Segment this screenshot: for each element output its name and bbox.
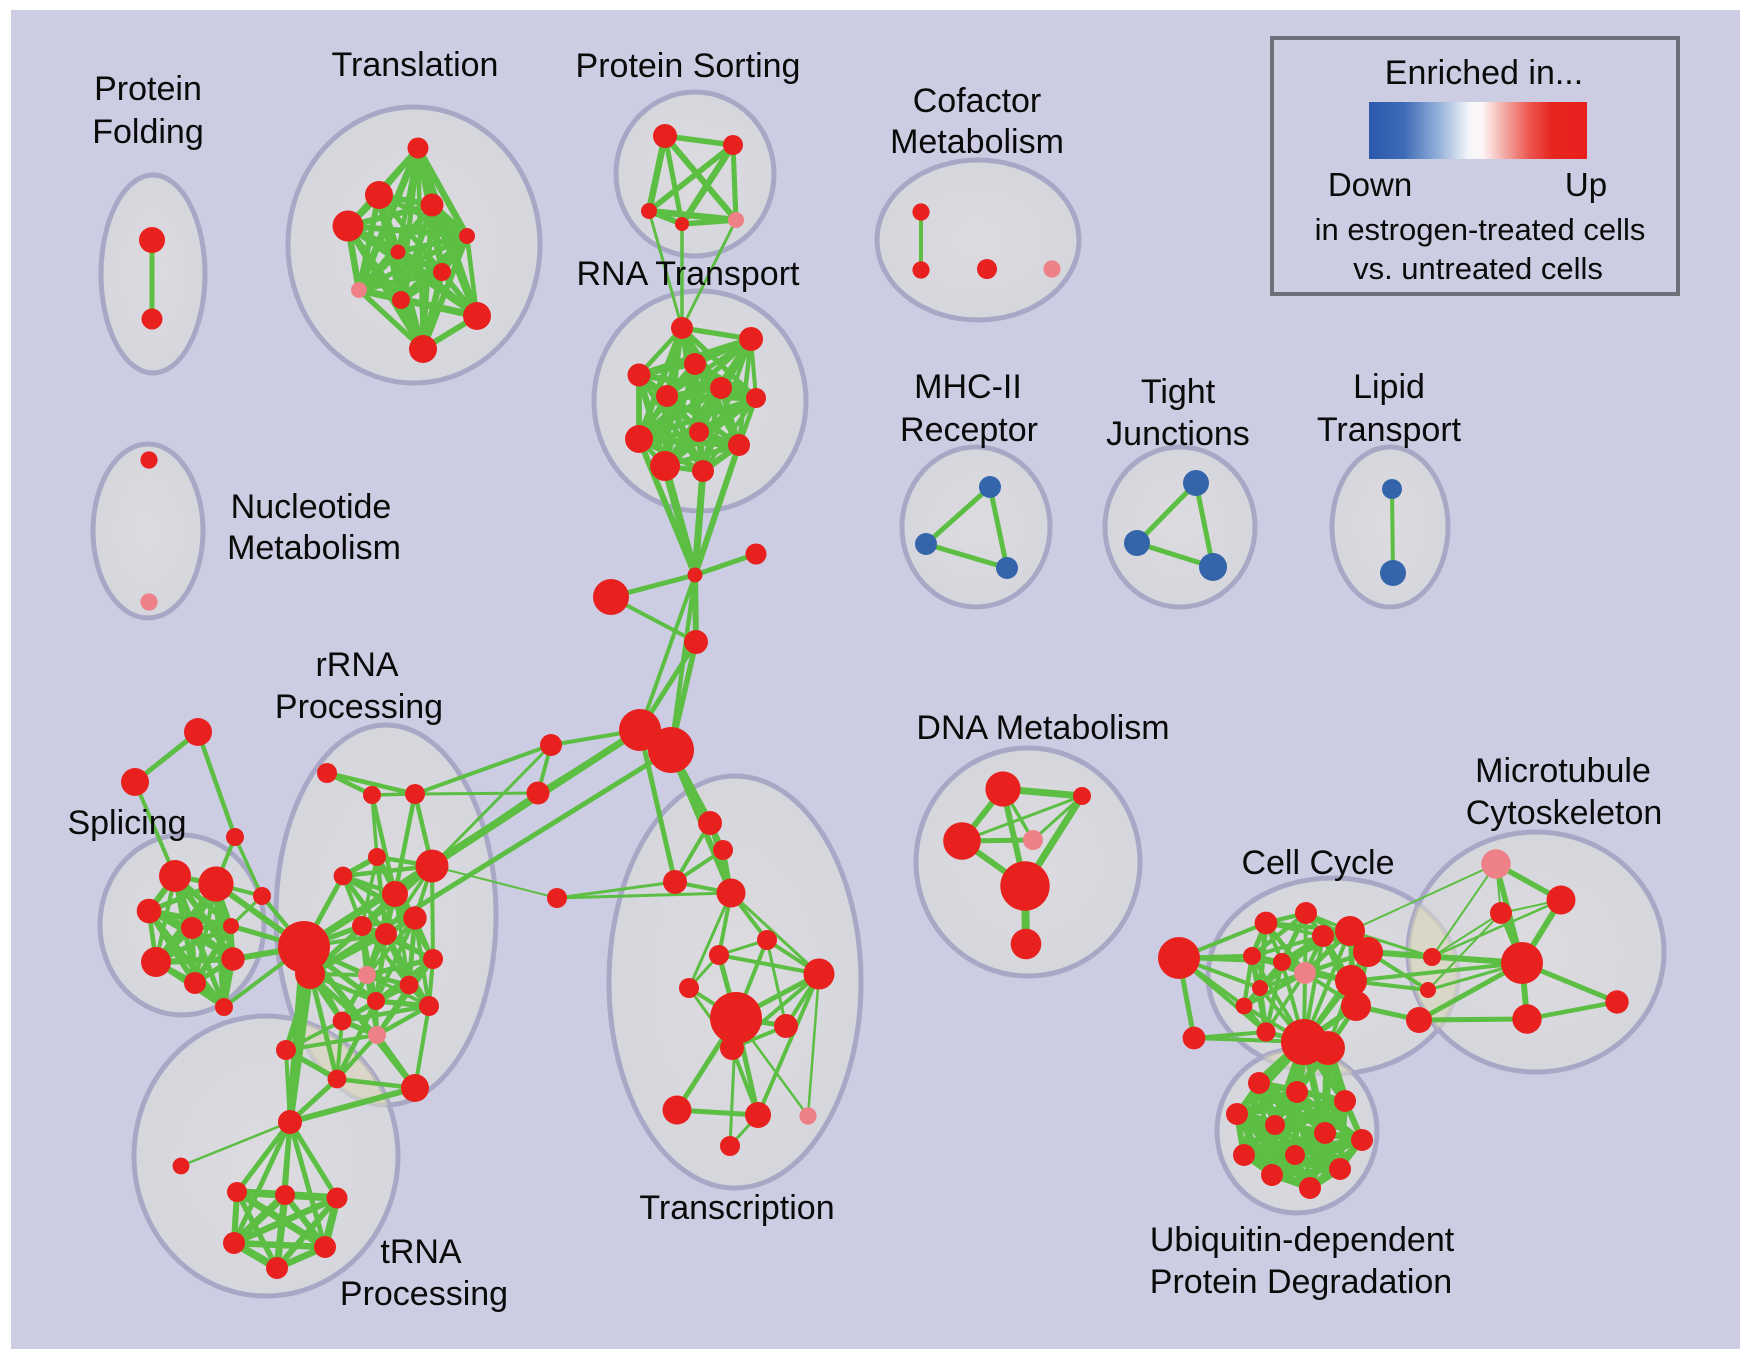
svg-text:Down: Down (1328, 166, 1412, 203)
svg-text:MHC-II: MHC-II (914, 368, 1022, 406)
svg-text:Protein Degradation: Protein Degradation (1150, 1263, 1452, 1301)
svg-text:Up: Up (1565, 166, 1607, 203)
svg-text:Junctions: Junctions (1106, 415, 1250, 453)
svg-text:Processing: Processing (275, 688, 443, 726)
svg-text:Tight: Tight (1141, 373, 1216, 411)
svg-text:RNA Transport: RNA Transport (577, 255, 801, 293)
svg-text:Processing: Processing (340, 1275, 508, 1313)
svg-text:Cell Cycle: Cell Cycle (1241, 844, 1394, 882)
svg-text:Cytoskeleton: Cytoskeleton (1466, 794, 1663, 832)
svg-text:Microtubule: Microtubule (1475, 752, 1651, 790)
svg-text:Metabolism: Metabolism (890, 123, 1064, 161)
svg-text:Transport: Transport (1317, 411, 1462, 449)
svg-text:rRNA: rRNA (315, 646, 398, 684)
svg-text:DNA Metabolism: DNA Metabolism (916, 709, 1169, 747)
svg-text:Enriched in...: Enriched in... (1385, 54, 1583, 92)
svg-text:tRNA: tRNA (380, 1233, 462, 1271)
svg-text:Protein: Protein (94, 70, 202, 108)
svg-text:Splicing: Splicing (67, 804, 186, 842)
svg-text:Folding: Folding (92, 113, 204, 151)
svg-text:vs. untreated cells: vs. untreated cells (1353, 251, 1603, 286)
svg-text:Protein Sorting: Protein Sorting (576, 47, 801, 85)
svg-text:Lipid: Lipid (1353, 368, 1425, 406)
svg-text:Receptor: Receptor (900, 411, 1038, 449)
svg-text:Translation: Translation (332, 46, 499, 84)
svg-text:Ubiquitin-dependent: Ubiquitin-dependent (1150, 1221, 1455, 1259)
svg-text:in estrogen-treated cells: in estrogen-treated cells (1315, 212, 1646, 247)
svg-text:Cofactor: Cofactor (913, 82, 1042, 120)
svg-text:Nucleotide: Nucleotide (231, 488, 392, 526)
svg-text:Transcription: Transcription (639, 1189, 834, 1227)
svg-text:Metabolism: Metabolism (227, 529, 401, 567)
